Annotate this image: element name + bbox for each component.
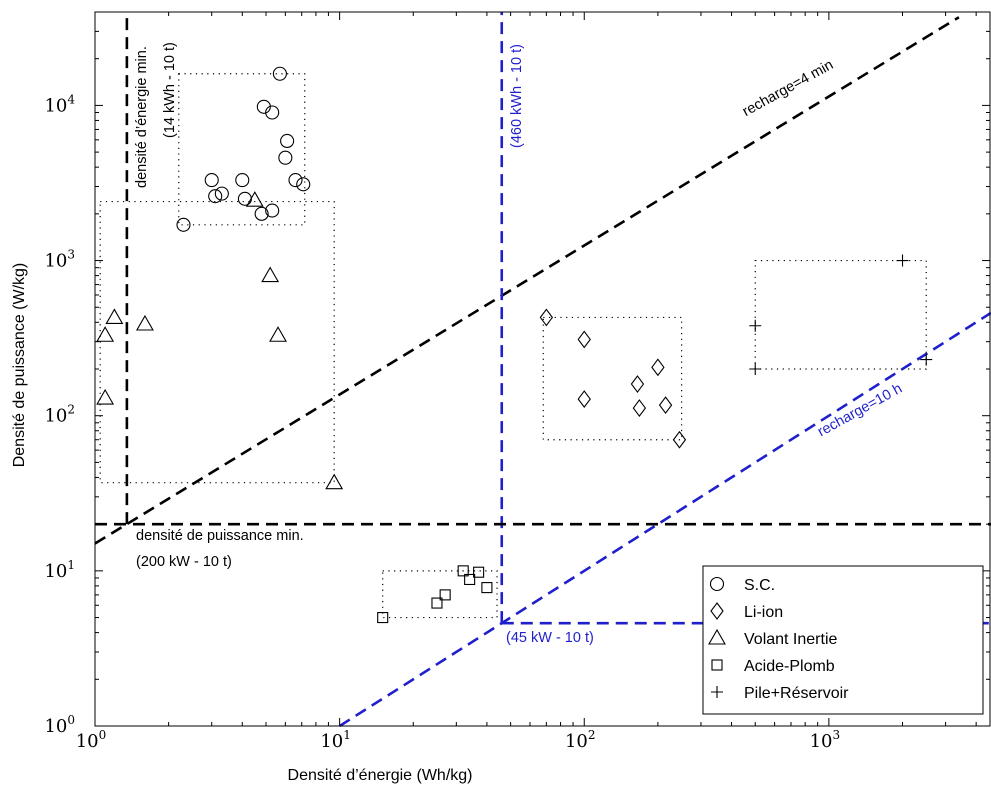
- data-point-plus: [749, 363, 762, 375]
- x-tick-label: 101: [320, 728, 351, 752]
- data-point-diamond: [630, 375, 645, 393]
- label-recharge-4min: recharge=4 min: [740, 57, 836, 120]
- x-tick-label: 100: [76, 728, 107, 752]
- y-tick-exponent: 0: [67, 713, 75, 727]
- data-markers: [96, 66, 933, 624]
- data-point-triangle: [261, 266, 280, 283]
- data-point-circle: [235, 173, 250, 188]
- data-point-circle: [265, 105, 280, 120]
- data-point-diamond: [632, 399, 647, 417]
- legend-label: S.C.: [744, 577, 775, 594]
- legend-marker-circle: [709, 576, 725, 592]
- legend-marker-diamond: [710, 602, 724, 620]
- y-tick-exponent: 3: [67, 248, 75, 262]
- legend-label: Acide-Plomb: [744, 658, 835, 675]
- legend-marker-triangle: [708, 628, 726, 645]
- data-point-diamond: [539, 308, 554, 327]
- y-tick-exponent: 2: [67, 403, 75, 417]
- data-point-circle: [272, 66, 287, 81]
- reference-line-recharge-10h: [338, 311, 991, 728]
- data-point-square: [439, 589, 451, 601]
- data-point-diamond: [651, 358, 665, 377]
- x-axis-label: Densité d’énergie (Wh/kg): [288, 767, 473, 784]
- data-point-triangle: [325, 473, 344, 490]
- data-point-triangle: [135, 314, 154, 331]
- data-point-diamond: [577, 330, 591, 349]
- label-energy-min-line1: densité d’énergie min.: [134, 46, 150, 188]
- legend-box: [702, 565, 984, 715]
- y-tick-exponent: 1: [67, 558, 75, 572]
- data-point-square: [481, 582, 493, 594]
- data-point-plus: [920, 353, 933, 366]
- cluster-region: [99, 200, 335, 484]
- data-point-triangle: [269, 326, 287, 342]
- data-point-circle: [208, 189, 223, 204]
- data-point-circle: [254, 206, 269, 221]
- cluster-region: [178, 73, 306, 226]
- data-point-diamond: [672, 430, 687, 449]
- label-power-min-line2: (200 kW - 10 t): [136, 554, 232, 570]
- legend-label: Li-ion: [744, 604, 783, 621]
- y-tick-label: 103: [44, 248, 75, 272]
- reference-lines: [94, 12, 991, 728]
- legend-marker-plus: [711, 686, 723, 698]
- data-point-plus: [749, 319, 762, 332]
- cluster-region: [382, 570, 498, 619]
- data-point-diamond: [577, 390, 591, 408]
- data-point-plus: [896, 254, 909, 267]
- y-tick-label: 102: [44, 403, 75, 427]
- data-point-triangle: [96, 388, 115, 405]
- cluster-region: [754, 259, 927, 370]
- legend-label: Pile+Réservoir: [744, 685, 849, 702]
- cluster-region: [542, 316, 683, 441]
- label-recharge-10h: recharge=10 h: [815, 381, 905, 441]
- x-tick-label: 103: [810, 728, 841, 752]
- data-point-triangle: [245, 191, 264, 207]
- data-point-circle: [204, 173, 219, 188]
- x-tick-exponent: 3: [833, 728, 841, 742]
- y-tick-label: 104: [44, 92, 75, 116]
- data-point-circle: [278, 150, 293, 165]
- legend-marker-square: [711, 659, 723, 671]
- data-point-circle: [296, 177, 311, 192]
- y-tick-label: 100: [44, 713, 75, 737]
- data-point-square: [464, 573, 476, 586]
- x-tick-exponent: 0: [99, 728, 107, 742]
- x-tick-exponent: 2: [588, 728, 596, 742]
- reference-line-recharge-4min: [94, 16, 960, 545]
- data-point-circle: [237, 191, 252, 206]
- data-point-square: [457, 565, 469, 577]
- label-energy-min-line2: (14 kWh - 10 t): [162, 42, 178, 138]
- cluster-regions: [99, 73, 927, 619]
- label-energy-460kwh: (460 kWh - 10 t): [509, 44, 525, 148]
- label-power-45kw: (45 kW - 10 t): [506, 630, 594, 646]
- data-point-circle: [176, 217, 191, 232]
- data-point-triangle: [96, 326, 115, 342]
- data-point-diamond: [658, 396, 673, 415]
- label-power-min-line1: densité de puissance min.: [136, 528, 304, 544]
- data-point-circle: [288, 173, 303, 188]
- y-tick-exponent: 4: [67, 92, 75, 106]
- x-tick-label: 102: [565, 728, 596, 752]
- data-point-circle: [280, 133, 295, 149]
- legend: S.C. Li-ion Volant Inertie Acide-Plomb Pile+…: [702, 565, 984, 715]
- legend-label: Volant Inertie: [744, 631, 838, 648]
- y-axis-label: Densité de puissance (W/kg): [11, 263, 28, 468]
- data-point-circle: [214, 186, 229, 201]
- data-point-square: [377, 612, 389, 624]
- data-point-square: [431, 597, 443, 609]
- data-point-triangle: [105, 308, 124, 324]
- data-point-square: [473, 566, 485, 578]
- x-tick-exponent: 1: [343, 728, 351, 742]
- y-tick-label: 101: [44, 558, 75, 582]
- reference-labels: recharge=4 min recharge=10 h densité d’éne…: [134, 42, 905, 646]
- data-point-circle: [265, 203, 280, 218]
